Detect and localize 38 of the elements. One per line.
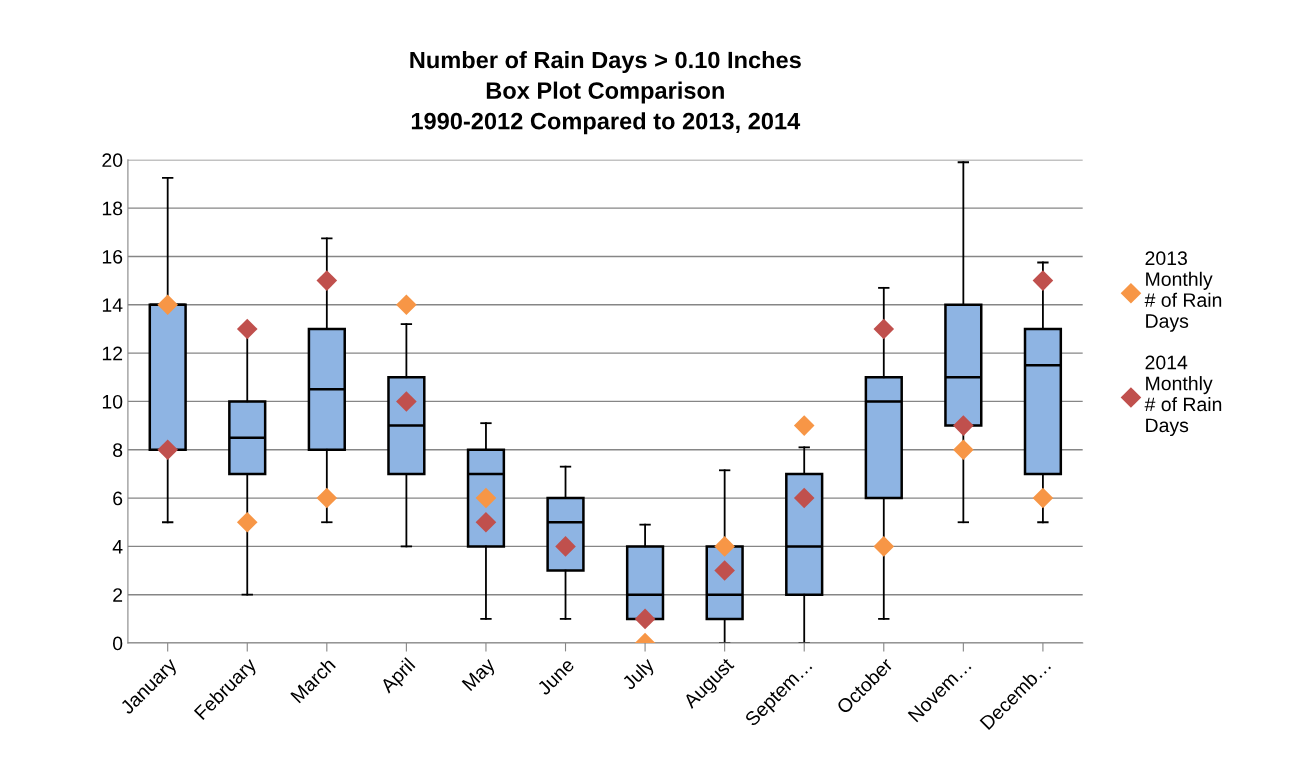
point [555, 536, 576, 557]
point [873, 318, 895, 340]
point [1032, 270, 1054, 291]
legend-label: 2013 Monthly # of Rain Days [1144, 251, 1222, 332]
point [475, 487, 497, 509]
point [396, 391, 417, 412]
y-tick-label: 4 [112, 540, 123, 554]
point [157, 294, 178, 316]
point [236, 511, 258, 533]
point [873, 536, 895, 557]
y-tick-label: 14 [102, 298, 123, 312]
y-tick-label: 16 [102, 249, 123, 264]
y-tick-label: 8 [113, 443, 123, 457]
x-tick-label: July [620, 656, 658, 694]
y-tick-label: 18 [102, 201, 123, 216]
point [475, 511, 497, 533]
y-tick-label: 2 [113, 588, 123, 602]
y-tick-label: 0 [112, 636, 123, 651]
chart-title: Number of Rain Days > 0.10 Inches Box Plot Comparison 1990-2012 Compared to 2013, 2014 [410, 51, 801, 135]
point [714, 536, 735, 557]
y-tick-label: 20 [102, 153, 123, 168]
y-tick-label: 12 [102, 346, 123, 361]
point [714, 560, 735, 581]
point [953, 415, 974, 436]
point [316, 487, 338, 509]
point [157, 439, 178, 461]
point [793, 415, 815, 436]
point [793, 487, 815, 509]
legend-label: 2014 Monthly # of Rain Days [1144, 355, 1222, 437]
y-tick-label: 10 [102, 394, 123, 409]
point [1032, 487, 1054, 509]
point [953, 439, 974, 461]
x-tick-label: May [461, 656, 499, 694]
point [236, 318, 258, 340]
y-tick-label: 6 [113, 491, 123, 506]
point [634, 608, 656, 630]
point [316, 270, 338, 291]
point [396, 294, 417, 316]
